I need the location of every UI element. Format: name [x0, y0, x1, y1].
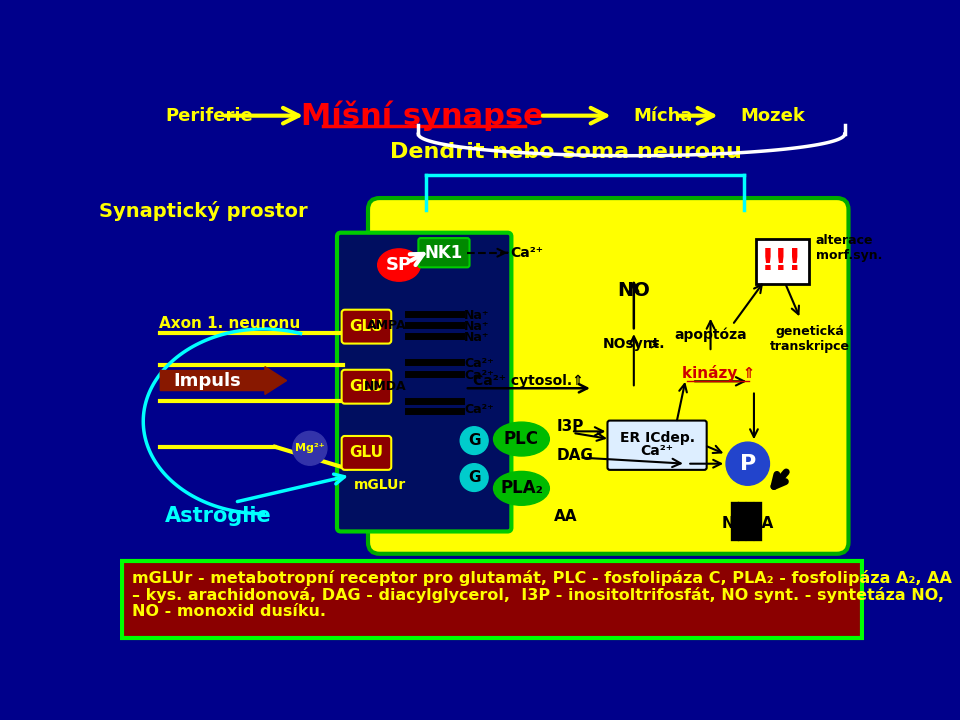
Text: NMDA: NMDA	[722, 516, 774, 531]
Text: Axon 1. neuronu: Axon 1. neuronu	[158, 316, 300, 331]
Text: NOsynt.: NOsynt.	[603, 338, 665, 351]
FancyBboxPatch shape	[608, 420, 707, 470]
Text: Impuls: Impuls	[173, 372, 241, 390]
Text: PLA₂: PLA₂	[500, 480, 543, 498]
Text: Na⁺: Na⁺	[464, 320, 490, 333]
Text: G: G	[468, 433, 480, 448]
Text: Periferie: Periferie	[165, 107, 252, 125]
Circle shape	[460, 464, 488, 492]
Text: GLU: GLU	[349, 319, 383, 334]
Text: kinázy ⇑: kinázy ⇑	[683, 365, 756, 381]
Text: genetická
transkripce: genetická transkripce	[770, 325, 850, 353]
Text: !!!: !!!	[761, 247, 803, 276]
Circle shape	[293, 431, 327, 465]
Text: P: P	[739, 454, 756, 474]
Text: GLU: GLU	[349, 446, 383, 460]
Ellipse shape	[377, 249, 420, 282]
Text: Synaptický prostor: Synaptický prostor	[100, 201, 308, 221]
Text: Astroglie: Astroglie	[165, 506, 272, 526]
FancyBboxPatch shape	[756, 239, 809, 284]
Text: alterace
morf.syn.: alterace morf.syn.	[816, 234, 882, 262]
Ellipse shape	[493, 422, 549, 456]
Text: AMPA: AMPA	[367, 318, 407, 332]
FancyBboxPatch shape	[342, 436, 392, 470]
Text: I3P: I3P	[557, 419, 584, 434]
Text: mGLUr: mGLUr	[353, 478, 406, 492]
Text: Dendrit nebo soma neuronu: Dendrit nebo soma neuronu	[390, 142, 741, 162]
Text: NO: NO	[617, 281, 650, 300]
Text: Na⁺: Na⁺	[464, 331, 490, 344]
FancyBboxPatch shape	[419, 238, 469, 267]
Text: Ca²⁺: Ca²⁺	[464, 357, 493, 370]
Circle shape	[460, 427, 488, 454]
Text: Míšní synapse: Míšní synapse	[300, 100, 543, 131]
FancyBboxPatch shape	[342, 310, 392, 343]
Text: – kys. arachidonová, DAG - diacylglycerol,  I3P - inositoltrifosfát, NO synt. - : – kys. arachidonová, DAG - diacylglycero…	[132, 587, 944, 603]
FancyArrow shape	[160, 366, 287, 395]
Text: Ca²⁺: Ca²⁺	[464, 403, 493, 416]
Text: Mícha: Mícha	[633, 107, 692, 125]
Text: apoptóza: apoptóza	[674, 327, 747, 341]
Text: Mozek: Mozek	[740, 107, 804, 125]
Text: Ca²⁺: Ca²⁺	[510, 246, 542, 260]
FancyBboxPatch shape	[342, 370, 392, 404]
Text: Na⁺: Na⁺	[464, 310, 490, 323]
FancyBboxPatch shape	[337, 233, 512, 531]
Ellipse shape	[493, 472, 549, 505]
Text: mGLUr - metabotropní receptor pro glutamát, PLC - fosfolipáza C, PLA₂ - fosfolip: mGLUr - metabotropní receptor pro glutam…	[132, 570, 951, 585]
Text: NMDA: NMDA	[364, 380, 407, 393]
Text: NO - monoxid dusíku.: NO - monoxid dusíku.	[132, 604, 325, 619]
Text: ER ICdep.: ER ICdep.	[619, 431, 695, 444]
Text: NK1: NK1	[425, 243, 463, 261]
Text: Ca²⁺: Ca²⁺	[464, 369, 493, 382]
Text: DAG: DAG	[557, 449, 593, 464]
Text: Ca²⁺: Ca²⁺	[640, 444, 674, 459]
Text: GLU: GLU	[349, 379, 383, 394]
Text: Ca²⁺ cytosol.⇑: Ca²⁺ cytosol.⇑	[473, 374, 584, 387]
Circle shape	[726, 442, 770, 485]
Text: G: G	[468, 470, 480, 485]
Text: SP: SP	[386, 256, 412, 274]
FancyBboxPatch shape	[122, 561, 862, 639]
Text: AA: AA	[554, 508, 578, 523]
FancyBboxPatch shape	[368, 198, 849, 554]
Text: PLC: PLC	[504, 430, 539, 448]
Text: Mg²⁺: Mg²⁺	[295, 444, 324, 454]
